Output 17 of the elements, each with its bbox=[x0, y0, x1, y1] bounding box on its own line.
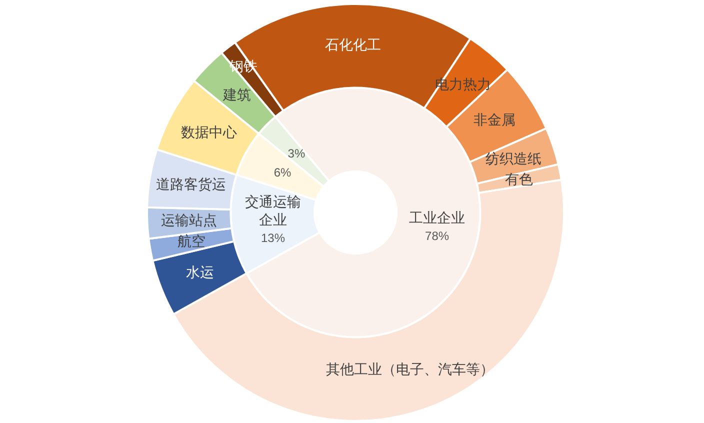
slice-label: 运输站点 bbox=[161, 212, 218, 228]
slice-label: 建筑 bbox=[222, 86, 251, 102]
slice-label: 非金属 bbox=[473, 111, 516, 128]
slice-label: 航空 bbox=[178, 233, 206, 250]
data-label: 6% bbox=[274, 165, 292, 180]
slice-label: 水运 bbox=[186, 264, 214, 280]
slice-label: 有色 bbox=[504, 170, 533, 187]
data-label: 78% bbox=[425, 228, 450, 243]
slice-label: 交通运输企业 bbox=[244, 194, 301, 228]
slice-label: 工业企业 bbox=[409, 209, 466, 226]
category-label: 其他工业（电子、汽车等） bbox=[326, 360, 494, 377]
slice-label: 石化化工 bbox=[324, 36, 381, 53]
slice-label: 纺织造纸 bbox=[485, 150, 542, 166]
slice-label: 道路客货运 bbox=[156, 176, 226, 192]
data-label: 3% bbox=[288, 146, 306, 161]
data-label: 13% bbox=[260, 231, 286, 246]
slice-label: 数据中心 bbox=[180, 124, 237, 140]
